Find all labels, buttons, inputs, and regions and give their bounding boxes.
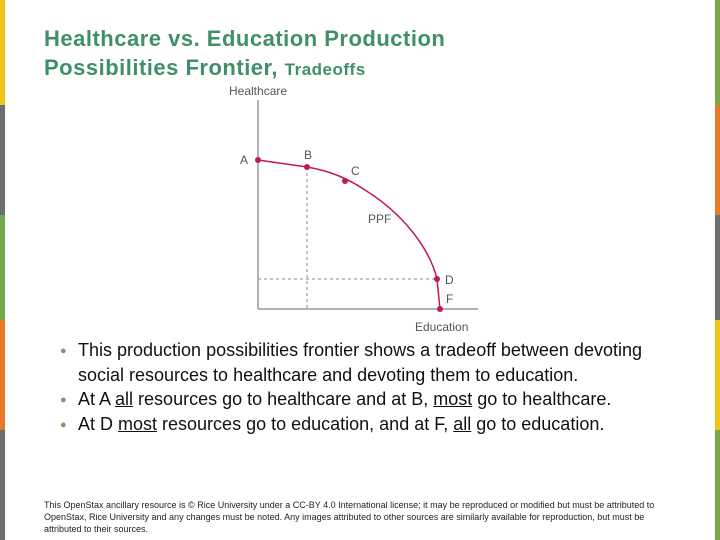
edge-bar [0, 105, 5, 215]
point [342, 178, 348, 184]
edge-bar [0, 215, 5, 320]
edge-bar [715, 105, 720, 215]
point-label: A [240, 153, 248, 167]
ppf-curve [257, 159, 441, 310]
bullet-list: This production possibilities frontier s… [60, 338, 685, 437]
edge-bar [715, 320, 720, 430]
x-axis-label: Education [415, 320, 468, 334]
bullet-text: resources go to healthcare and at B, [133, 389, 434, 409]
bullet-text: resources go to education, and at F, [157, 414, 454, 434]
point [255, 157, 261, 163]
edge-bar [0, 430, 5, 540]
bullet-text: This production possibilities frontier s… [78, 340, 642, 385]
emphasis: most [118, 414, 158, 434]
emphasis: all [115, 389, 134, 409]
title-line: Possibilities Frontier, Tradeoffs [44, 53, 445, 84]
title-suffix: Tradeoffs [284, 60, 366, 79]
title: Healthcare vs. Education Production Poss… [44, 24, 445, 84]
emphasis: most [433, 389, 473, 409]
point-label: F [446, 292, 453, 306]
bullet-text: go to education. [471, 414, 605, 434]
point-label: D [445, 273, 454, 287]
title-line: Possibilities Frontier, [44, 55, 279, 80]
bullet: At D most resources go to education, and… [60, 412, 685, 437]
emphasis: all [453, 414, 472, 434]
point-label: C [351, 164, 360, 178]
bullet-text: At D [78, 414, 119, 434]
bullet-text: At A [78, 389, 116, 409]
y-axis-label: Healthcare [229, 84, 287, 98]
curve-label: PPF [368, 212, 391, 226]
footer: This OpenStax ancillary resource is © Ri… [44, 500, 655, 534]
title-line: Healthcare vs. Education Production [44, 26, 446, 51]
edge-bar [715, 215, 720, 320]
edge-bar [715, 430, 720, 540]
edge-bar [0, 0, 5, 105]
edge-bar [715, 0, 720, 105]
bullet: This production possibilities frontier s… [60, 338, 685, 387]
edge-bar [0, 320, 5, 430]
bullet-text: go to healthcare. [472, 389, 612, 409]
point [304, 164, 310, 170]
bullet: At A all resources go to healthcare and … [60, 387, 685, 412]
point [437, 306, 443, 312]
point [434, 276, 440, 282]
point-label: B [304, 148, 312, 162]
